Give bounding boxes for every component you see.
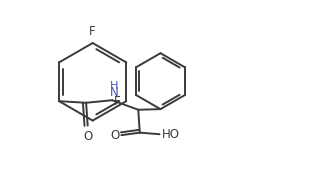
Text: O: O (110, 129, 120, 142)
Text: F: F (90, 25, 96, 38)
Text: HO: HO (162, 128, 180, 141)
Text: H: H (109, 81, 118, 91)
Text: F: F (114, 95, 120, 108)
Text: N: N (109, 86, 118, 99)
Text: O: O (83, 130, 92, 143)
